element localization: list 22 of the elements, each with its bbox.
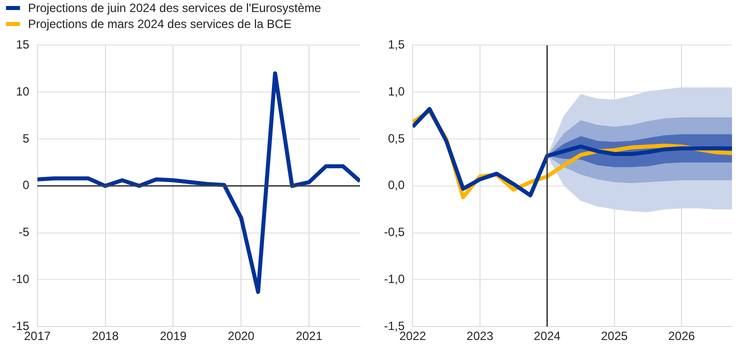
x-tick-label: 2018	[92, 329, 119, 344]
legend-label: Projections de juin 2024 des services de l'Eurosystème	[28, 1, 322, 15]
y-tick-label: 15	[16, 38, 30, 52]
x-tick-label: 2019	[160, 329, 187, 344]
y-tick-label: 1,0	[388, 84, 405, 98]
y-tick-label: 0,5	[388, 131, 405, 146]
y-tick-label: -10	[12, 272, 30, 286]
x-tick-label: 2026	[668, 329, 696, 344]
x-tick-label: 2025	[601, 329, 628, 344]
y-tick-label: -0,5	[384, 225, 405, 240]
x-tick-label: 2021	[296, 329, 323, 344]
y-tick-label: 10	[16, 84, 30, 98]
x-tick-label: 2023	[466, 329, 494, 344]
x-tick-label: 2020	[228, 329, 255, 344]
y-tick-label: -5	[18, 225, 30, 240]
y-tick-label: -1,0	[384, 272, 405, 286]
y-tick-label: 0,0	[388, 178, 405, 192]
legend-label: Projections de mars 2024 des services de la BCE	[28, 17, 292, 31]
y-tick-label: 1,5	[388, 38, 405, 52]
y-tick-label: 0	[22, 178, 30, 192]
x-tick-label: 2024	[534, 329, 561, 344]
y-tick-label: 5	[22, 131, 30, 146]
